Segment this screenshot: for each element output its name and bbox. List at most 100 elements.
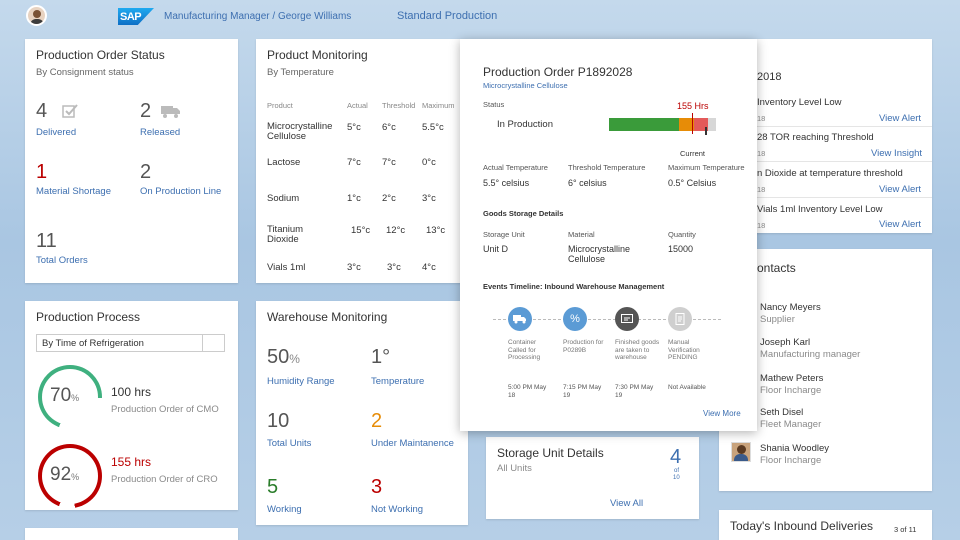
total-units-label: Total Units: [267, 438, 312, 449]
alert-date: 18: [757, 221, 766, 230]
warehouse-monitoring-card[interactable]: Warehouse Monitoring 50% Humidity Range …: [256, 301, 468, 525]
maintenance-label: Under Maintanence: [371, 438, 454, 449]
unit-of: of: [674, 468, 680, 474]
critical-segment: [694, 118, 708, 131]
process-label: Production Order of CMO: [111, 404, 219, 415]
field-label: Actual Temperature: [483, 163, 548, 172]
contact-name[interactable]: Nancy Meyers: [760, 302, 821, 313]
progress-ring: 92%: [38, 444, 102, 508]
unit-count: 4: [670, 446, 682, 468]
card-title: Today's Inbound Deliveries: [730, 519, 874, 533]
timeline-line: [493, 319, 721, 320]
user-avatar[interactable]: [26, 5, 47, 26]
alert-text: n Dioxide at temperature threshold: [757, 168, 903, 179]
view-insight-link[interactable]: View Insight: [871, 148, 923, 159]
time-dropdown[interactable]: By Time of Refrigeration: [36, 334, 225, 352]
field-value: 6° celsius: [568, 178, 607, 188]
check-icon: [62, 104, 78, 118]
truck-icon[interactable]: [508, 307, 532, 331]
maximum-temp: 13°c: [426, 225, 446, 236]
view-more-link[interactable]: View More: [703, 409, 741, 418]
maximum-temp: 0°c: [422, 157, 436, 168]
maintenance-value: 2: [371, 410, 383, 432]
production-order-popover[interactable]: Production Order P1892028 Microcrystalli…: [460, 39, 757, 431]
kpi-delivered-label: Delivered: [36, 127, 77, 138]
field-value: 15000: [668, 244, 694, 254]
threshold-temp: 3°c: [387, 262, 401, 273]
process-hours: 100 hrs: [111, 385, 152, 399]
contact-name[interactable]: Shania Woodley: [760, 443, 830, 454]
ring-percent: 70: [50, 385, 72, 406]
threshold-temp: 12°c: [386, 225, 406, 236]
alert-date: 18: [757, 149, 766, 158]
column-header: Threshold: [382, 101, 416, 110]
card-subtitle: By Temperature: [267, 67, 334, 78]
percent-icon[interactable]: %: [563, 307, 587, 331]
contact-role: Fleet Manager: [760, 419, 822, 430]
view-alert-link[interactable]: View Alert: [879, 219, 922, 230]
card-title: Production Process: [36, 310, 141, 324]
event-label: Container Called for Processing: [508, 339, 541, 361]
alert-text: 28 TOR reaching Threshold: [757, 132, 874, 143]
view-alert-link[interactable]: View Alert: [879, 184, 922, 195]
product-name: Vials 1ml: [267, 262, 306, 273]
kpi-released-label: Released: [140, 127, 181, 138]
popover-title: Production Order P1892028: [483, 65, 633, 79]
product-name: Titanium Dioxide: [267, 224, 304, 245]
actual-temp: 1°c: [347, 193, 361, 204]
production-order-status-card[interactable]: Production Order Status By Consignment s…: [25, 39, 238, 283]
contact-name[interactable]: Joseph Karl: [760, 337, 811, 348]
card-title: ontacts: [757, 261, 796, 275]
current-marker: [692, 113, 693, 134]
event-label: Production for P0289B: [563, 339, 604, 354]
kpi-shortage-value: 1: [36, 161, 48, 183]
current-label: Current: [680, 149, 706, 158]
kpi-released-value: 2: [140, 100, 152, 122]
alert-date: 18: [757, 185, 766, 194]
remaining-segment: [708, 118, 716, 131]
view-all-link[interactable]: View All: [610, 498, 644, 509]
good-segment: [609, 118, 679, 131]
actual-temp: 3°c: [347, 262, 361, 273]
sap-logo: SAP: [118, 8, 154, 25]
ring-unit: %: [71, 393, 80, 403]
threshold-temp: 6°c: [382, 122, 396, 133]
view-alert-link[interactable]: View Alert: [879, 113, 922, 124]
card-title: 2018: [757, 71, 782, 83]
partial-card: [25, 528, 238, 540]
dropdown-value: By Time of Refrigeration: [42, 338, 144, 349]
card-title: Storage Unit Details: [497, 446, 604, 460]
field-label: Material: [568, 230, 595, 239]
document-icon[interactable]: [668, 307, 692, 331]
event-label: Manual Verification PENDING: [668, 339, 700, 361]
avatar: [731, 442, 751, 462]
section-title: Goods Storage Details: [483, 209, 564, 218]
dropdown-divider: [202, 335, 203, 351]
kpi-total-value: 11: [36, 230, 57, 252]
card-title: Production Order Status: [36, 48, 165, 62]
field-value: 0.5° Celsius: [668, 178, 717, 188]
standard-production-link[interactable]: Standard Production: [397, 10, 498, 22]
event-label: Finished goods are taken to warehouse: [615, 339, 660, 361]
monitor-icon[interactable]: [615, 307, 639, 331]
kpi-shortage-label: Material Shortage: [36, 186, 111, 197]
inbound-deliveries-card[interactable]: Today's Inbound Deliveries 3 of 11: [719, 510, 932, 540]
total-units-value: 10: [267, 410, 290, 432]
kpi-delivered-value: 4: [36, 100, 48, 122]
contact-name[interactable]: Seth Disel: [760, 407, 804, 418]
threshold-temp: 7°c: [382, 157, 396, 168]
field-label: Quantity: [668, 230, 696, 239]
production-process-card[interactable]: Production Process By Time of Refrigerat…: [25, 301, 238, 510]
contact-name[interactable]: Mathew Peters: [760, 373, 824, 384]
not-working-value: 3: [371, 476, 383, 498]
field-label: Storage Unit: [483, 230, 525, 239]
temperature-label: Temperature: [371, 376, 425, 387]
product-name: Microcrystalline Cellulose: [267, 121, 333, 142]
product-monitoring-card[interactable]: Product Monitoring By Temperature Produc…: [256, 39, 468, 283]
storage-unit-details-card[interactable]: Storage Unit Details All Units 4 of 10 V…: [486, 437, 699, 519]
material-link[interactable]: Microcrystalline Cellulose: [483, 81, 568, 90]
alert-text: Inventory Level Low: [757, 97, 842, 108]
working-label: Working: [267, 504, 302, 515]
shell-title[interactable]: Manufacturing Manager / George Williams: [164, 11, 352, 22]
ring-unit: %: [71, 472, 80, 482]
